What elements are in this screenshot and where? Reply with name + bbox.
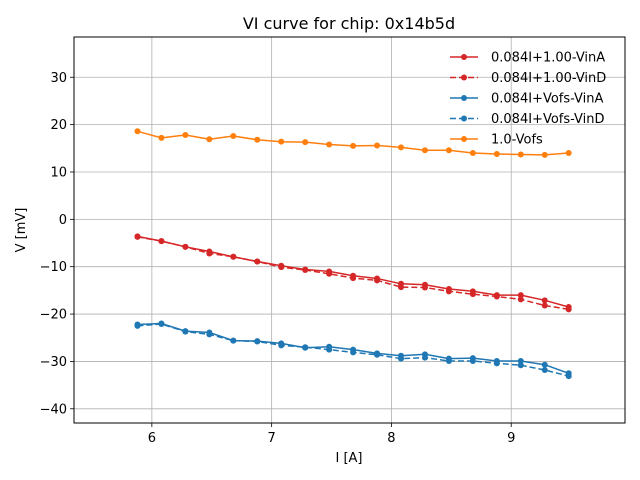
legend-marker: [461, 136, 467, 142]
series-0.084I+Vofs-VinD: [134, 321, 572, 380]
legend-marker: [461, 115, 467, 122]
data-point: [374, 351, 381, 358]
data-point: [541, 151, 548, 158]
data-point: [302, 139, 309, 146]
data-point: [326, 346, 333, 353]
x-tick-label: 8: [387, 431, 395, 446]
chart-title: VI curve for chip: 0x14b5d: [243, 14, 455, 33]
data-point: [565, 150, 572, 157]
data-point: [302, 267, 309, 274]
legend-label: 1.0-Vofs: [491, 133, 543, 148]
grid: [74, 37, 625, 423]
data-point: [350, 275, 357, 282]
y-tick-label: 0: [59, 213, 67, 228]
data-point: [398, 144, 405, 151]
legend: 0.084I+1.00-VinA 0.084I+1.00-VinD 0.084I+V…: [450, 51, 606, 148]
data-point: [230, 253, 237, 260]
y-tick-label: −30: [40, 355, 67, 370]
data-point: [374, 277, 381, 284]
data-point: [254, 338, 261, 345]
data-point: [445, 288, 452, 295]
y-axis-label: V [mV]: [14, 208, 29, 253]
data-point: [206, 136, 213, 143]
x-tick-label: 9: [507, 431, 515, 446]
data-point: [517, 151, 524, 158]
data-point: [517, 296, 524, 303]
legend-marker: [461, 95, 467, 101]
series-1.0-Vofs: [134, 128, 572, 158]
data-point: [493, 360, 500, 367]
data-point: [326, 141, 333, 148]
data-point: [206, 250, 213, 257]
data-point: [421, 354, 428, 361]
data-point: [541, 361, 548, 368]
data-point: [469, 291, 476, 298]
data-point: [278, 138, 285, 145]
legend-marker: [461, 54, 467, 60]
data-point: [565, 306, 572, 313]
data-point: [469, 150, 476, 157]
data-point: [254, 136, 261, 143]
data-point: [278, 264, 285, 271]
y-tick-label: 10: [50, 165, 67, 180]
data-point: [230, 337, 237, 344]
data-point: [445, 147, 452, 154]
y-tick-label: 30: [50, 71, 67, 86]
data-point: [517, 357, 524, 364]
data-point: [469, 357, 476, 364]
data-point: [158, 321, 165, 328]
data-point: [158, 134, 165, 141]
data-point: [158, 238, 165, 245]
data-point: [541, 297, 548, 304]
data-point: [374, 142, 381, 149]
ticks: 6 7 8 9 −40 −30 −20 −10 0 10 20 30: [40, 71, 516, 446]
plot-frame: [73, 36, 626, 424]
data-point: [565, 373, 572, 380]
y-tick-label: −10: [40, 260, 67, 275]
data-point: [350, 142, 357, 149]
series-layer: [134, 128, 572, 380]
data-point: [517, 292, 524, 299]
data-point: [182, 132, 189, 139]
data-point: [541, 366, 548, 373]
series-0.084I+1.00-VinD: [134, 233, 572, 313]
data-point: [278, 342, 285, 349]
y-tick-label: 20: [50, 118, 67, 133]
data-point: [541, 302, 548, 309]
data-point: [182, 243, 189, 250]
legend-label: 0.084I+Vofs-VinA: [491, 92, 604, 107]
data-point: [421, 284, 428, 291]
data-point: [182, 328, 189, 335]
legend-marker: [461, 74, 467, 81]
data-point: [302, 344, 309, 351]
data-point: [206, 331, 213, 338]
legend-label: 0.084I+1.00-VinD: [491, 71, 606, 86]
data-point: [350, 349, 357, 356]
x-tick-label: 7: [268, 431, 276, 446]
data-point: [398, 284, 405, 291]
data-point: [421, 147, 428, 154]
y-tick-label: −20: [40, 308, 67, 323]
data-point: [493, 150, 500, 157]
data-point: [493, 293, 500, 300]
data-point: [398, 355, 405, 362]
data-point: [134, 322, 141, 329]
data-point: [230, 132, 237, 139]
data-point: [254, 258, 261, 265]
data-point: [134, 128, 141, 135]
legend-label: 0.084I+Vofs-VinD: [491, 112, 605, 127]
data-point: [134, 233, 141, 240]
x-tick-label: 6: [148, 431, 156, 446]
legend-label: 0.084I+1.00-VinA: [491, 51, 605, 66]
y-tick-label: −40: [40, 402, 67, 417]
data-point: [517, 362, 524, 369]
data-point: [445, 357, 452, 364]
x-axis-label: I [A]: [335, 451, 362, 466]
data-point: [326, 270, 333, 277]
